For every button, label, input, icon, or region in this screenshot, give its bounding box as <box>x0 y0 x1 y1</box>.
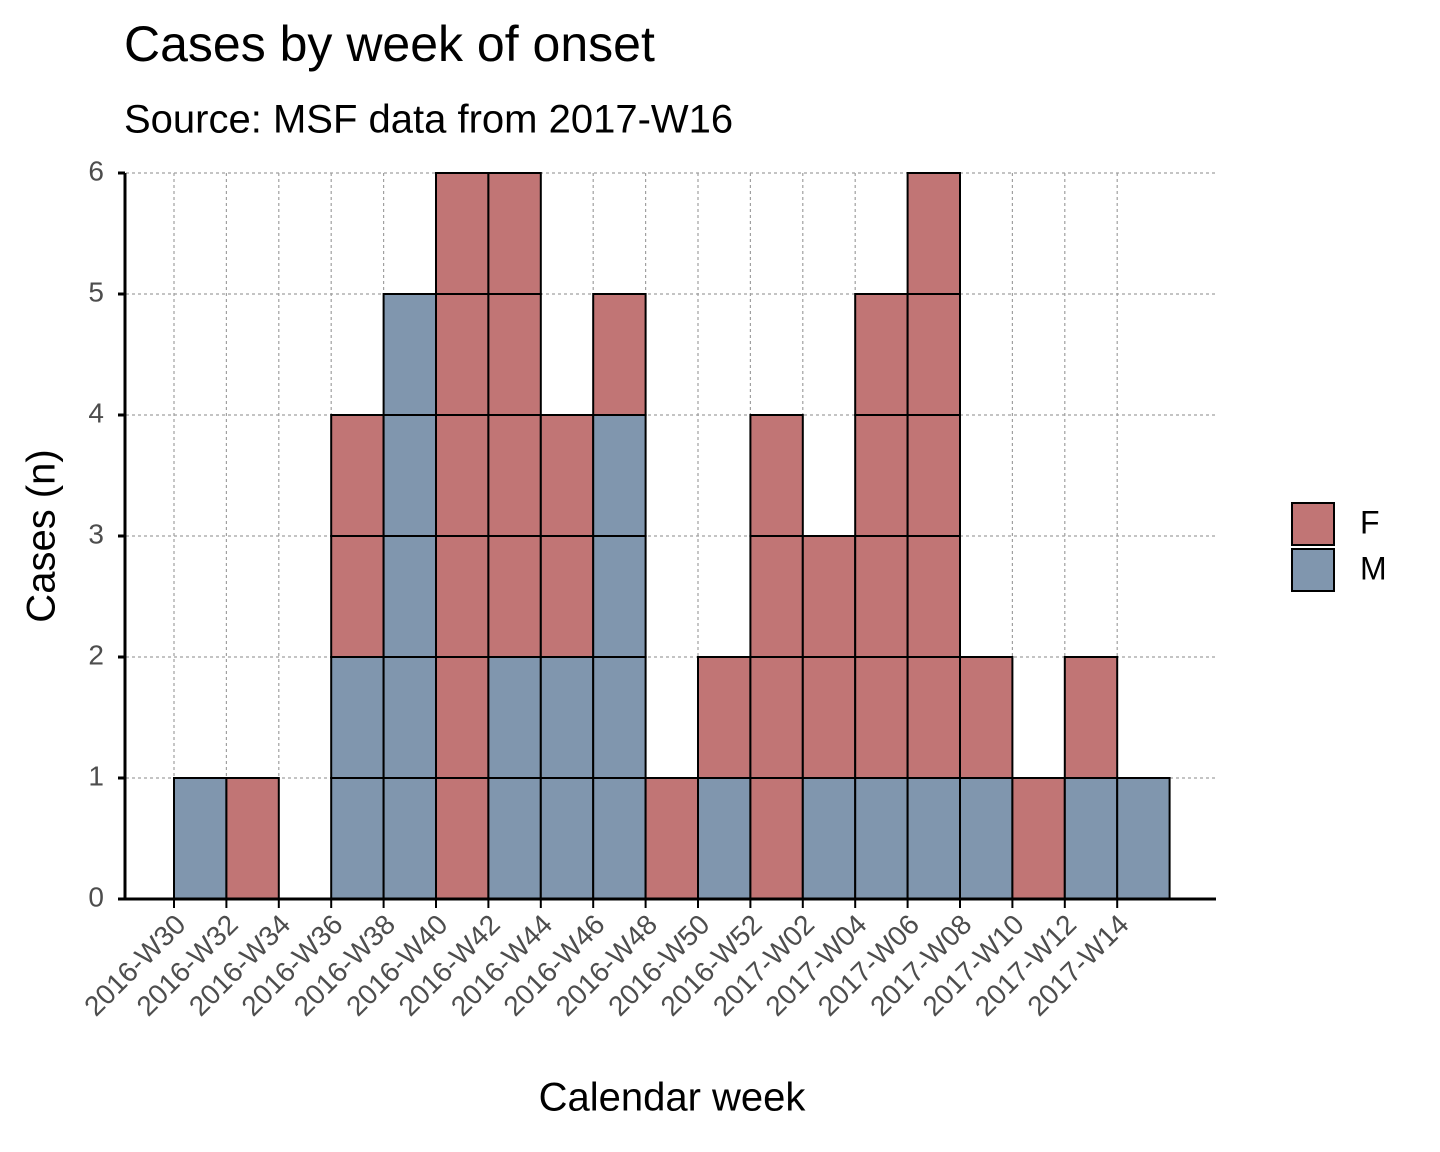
bar-unit <box>854 777 909 900</box>
bar-unit <box>539 777 595 900</box>
bar-unit <box>592 414 647 537</box>
bar-unit <box>801 656 857 779</box>
bar-unit <box>330 535 385 658</box>
bar-unit <box>225 777 280 900</box>
bar-unit <box>539 656 595 779</box>
bar-unit <box>487 777 542 900</box>
bar-unit <box>487 414 542 537</box>
bar-unit <box>854 414 909 537</box>
bar-unit <box>854 656 909 779</box>
bar-unit <box>1011 777 1066 900</box>
bar-unit <box>749 414 804 537</box>
bar-unit <box>906 293 961 416</box>
bar-unit <box>382 777 438 900</box>
bar-unit <box>906 656 961 779</box>
y-axis-label: Cases (n) <box>20 449 64 622</box>
bar-unit <box>959 777 1014 900</box>
bar-unit <box>382 293 438 416</box>
bar-unit <box>749 535 804 658</box>
bar-unit <box>330 414 385 537</box>
bar-unit <box>906 172 961 295</box>
y-tick-label: 0 <box>88 881 104 912</box>
bar-unit <box>435 172 490 295</box>
bar-unit <box>435 535 490 658</box>
bar-unit <box>906 535 961 658</box>
bar-unit <box>330 777 385 900</box>
bar-unit <box>487 535 542 658</box>
bar-unit <box>539 535 595 658</box>
bar-unit <box>801 535 857 658</box>
bar-unit <box>382 535 438 658</box>
bar-unit <box>173 777 228 900</box>
y-tick-label: 5 <box>88 276 104 307</box>
bar-unit <box>382 414 438 537</box>
bar-unit <box>854 535 909 658</box>
bar-unit <box>1063 777 1119 900</box>
bar-unit <box>487 656 542 779</box>
x-axis-label: Calendar week <box>539 1076 807 1120</box>
bar-unit <box>539 414 595 537</box>
y-tick-label: 3 <box>88 518 104 549</box>
bar-unit <box>1063 656 1119 779</box>
bar-unit <box>959 656 1014 779</box>
y-tick-label: 4 <box>88 397 104 428</box>
bar-unit <box>435 293 490 416</box>
bar-unit <box>592 293 647 416</box>
bar-unit <box>697 656 752 779</box>
chart-title: Cases by week of onset <box>124 16 655 72</box>
y-tick-label: 6 <box>88 155 104 186</box>
bar-unit <box>749 656 804 779</box>
bar-unit <box>644 777 699 900</box>
legend-key <box>1291 548 1335 592</box>
bar-unit <box>487 293 542 416</box>
bar-unit <box>906 777 961 900</box>
legend-key <box>1291 502 1335 546</box>
y-tick-label: 2 <box>88 639 104 670</box>
bar-unit <box>382 656 438 779</box>
bar-unit <box>435 777 490 900</box>
bar-unit <box>1116 777 1171 900</box>
bar-unit <box>435 656 490 779</box>
legend-label: F <box>1360 504 1380 540</box>
bar-unit <box>906 414 961 537</box>
bar-unit <box>697 777 752 900</box>
y-tick-label: 1 <box>88 760 104 791</box>
legend-label: M <box>1360 550 1387 586</box>
bar-unit <box>435 414 490 537</box>
bar-unit <box>592 535 647 658</box>
chart-subtitle: Source: MSF data from 2017-W16 <box>124 98 733 142</box>
bar-unit <box>801 777 857 900</box>
bar-unit <box>592 777 647 900</box>
bar-unit <box>749 777 804 900</box>
bar-unit <box>487 172 542 295</box>
bar-unit <box>854 293 909 416</box>
bar-unit <box>330 656 385 779</box>
bar-unit <box>592 656 647 779</box>
